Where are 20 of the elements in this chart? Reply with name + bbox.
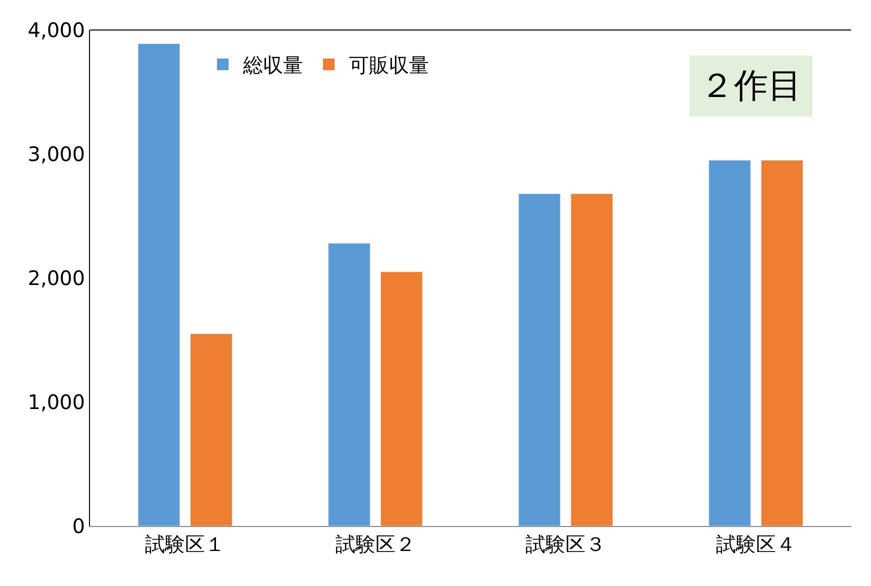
bar (138, 43, 180, 526)
y-tick-label: 4,000 (28, 18, 85, 42)
y-tick-label: 3,000 (28, 142, 85, 166)
y-tick-label: 1,000 (28, 390, 85, 414)
y-tick-label: 0 (72, 514, 85, 538)
legend-label: 可販収量 (348, 53, 429, 78)
x-tick-label: 試験区４ (716, 532, 796, 556)
x-tick-label: 試験区３ (526, 532, 606, 556)
x-tick-label: 試験区１ (145, 532, 226, 556)
bar (380, 272, 423, 526)
bar (518, 193, 561, 526)
y-tick-label: 2,000 (28, 266, 85, 290)
bar (760, 160, 804, 526)
bar (570, 193, 613, 526)
annotation: ２作目 (700, 66, 802, 106)
bar (190, 334, 232, 526)
x-tick-label: 試験区２ (335, 532, 416, 556)
bar (328, 243, 370, 526)
legend-label: 総収量 (242, 53, 303, 78)
bar (708, 160, 751, 526)
